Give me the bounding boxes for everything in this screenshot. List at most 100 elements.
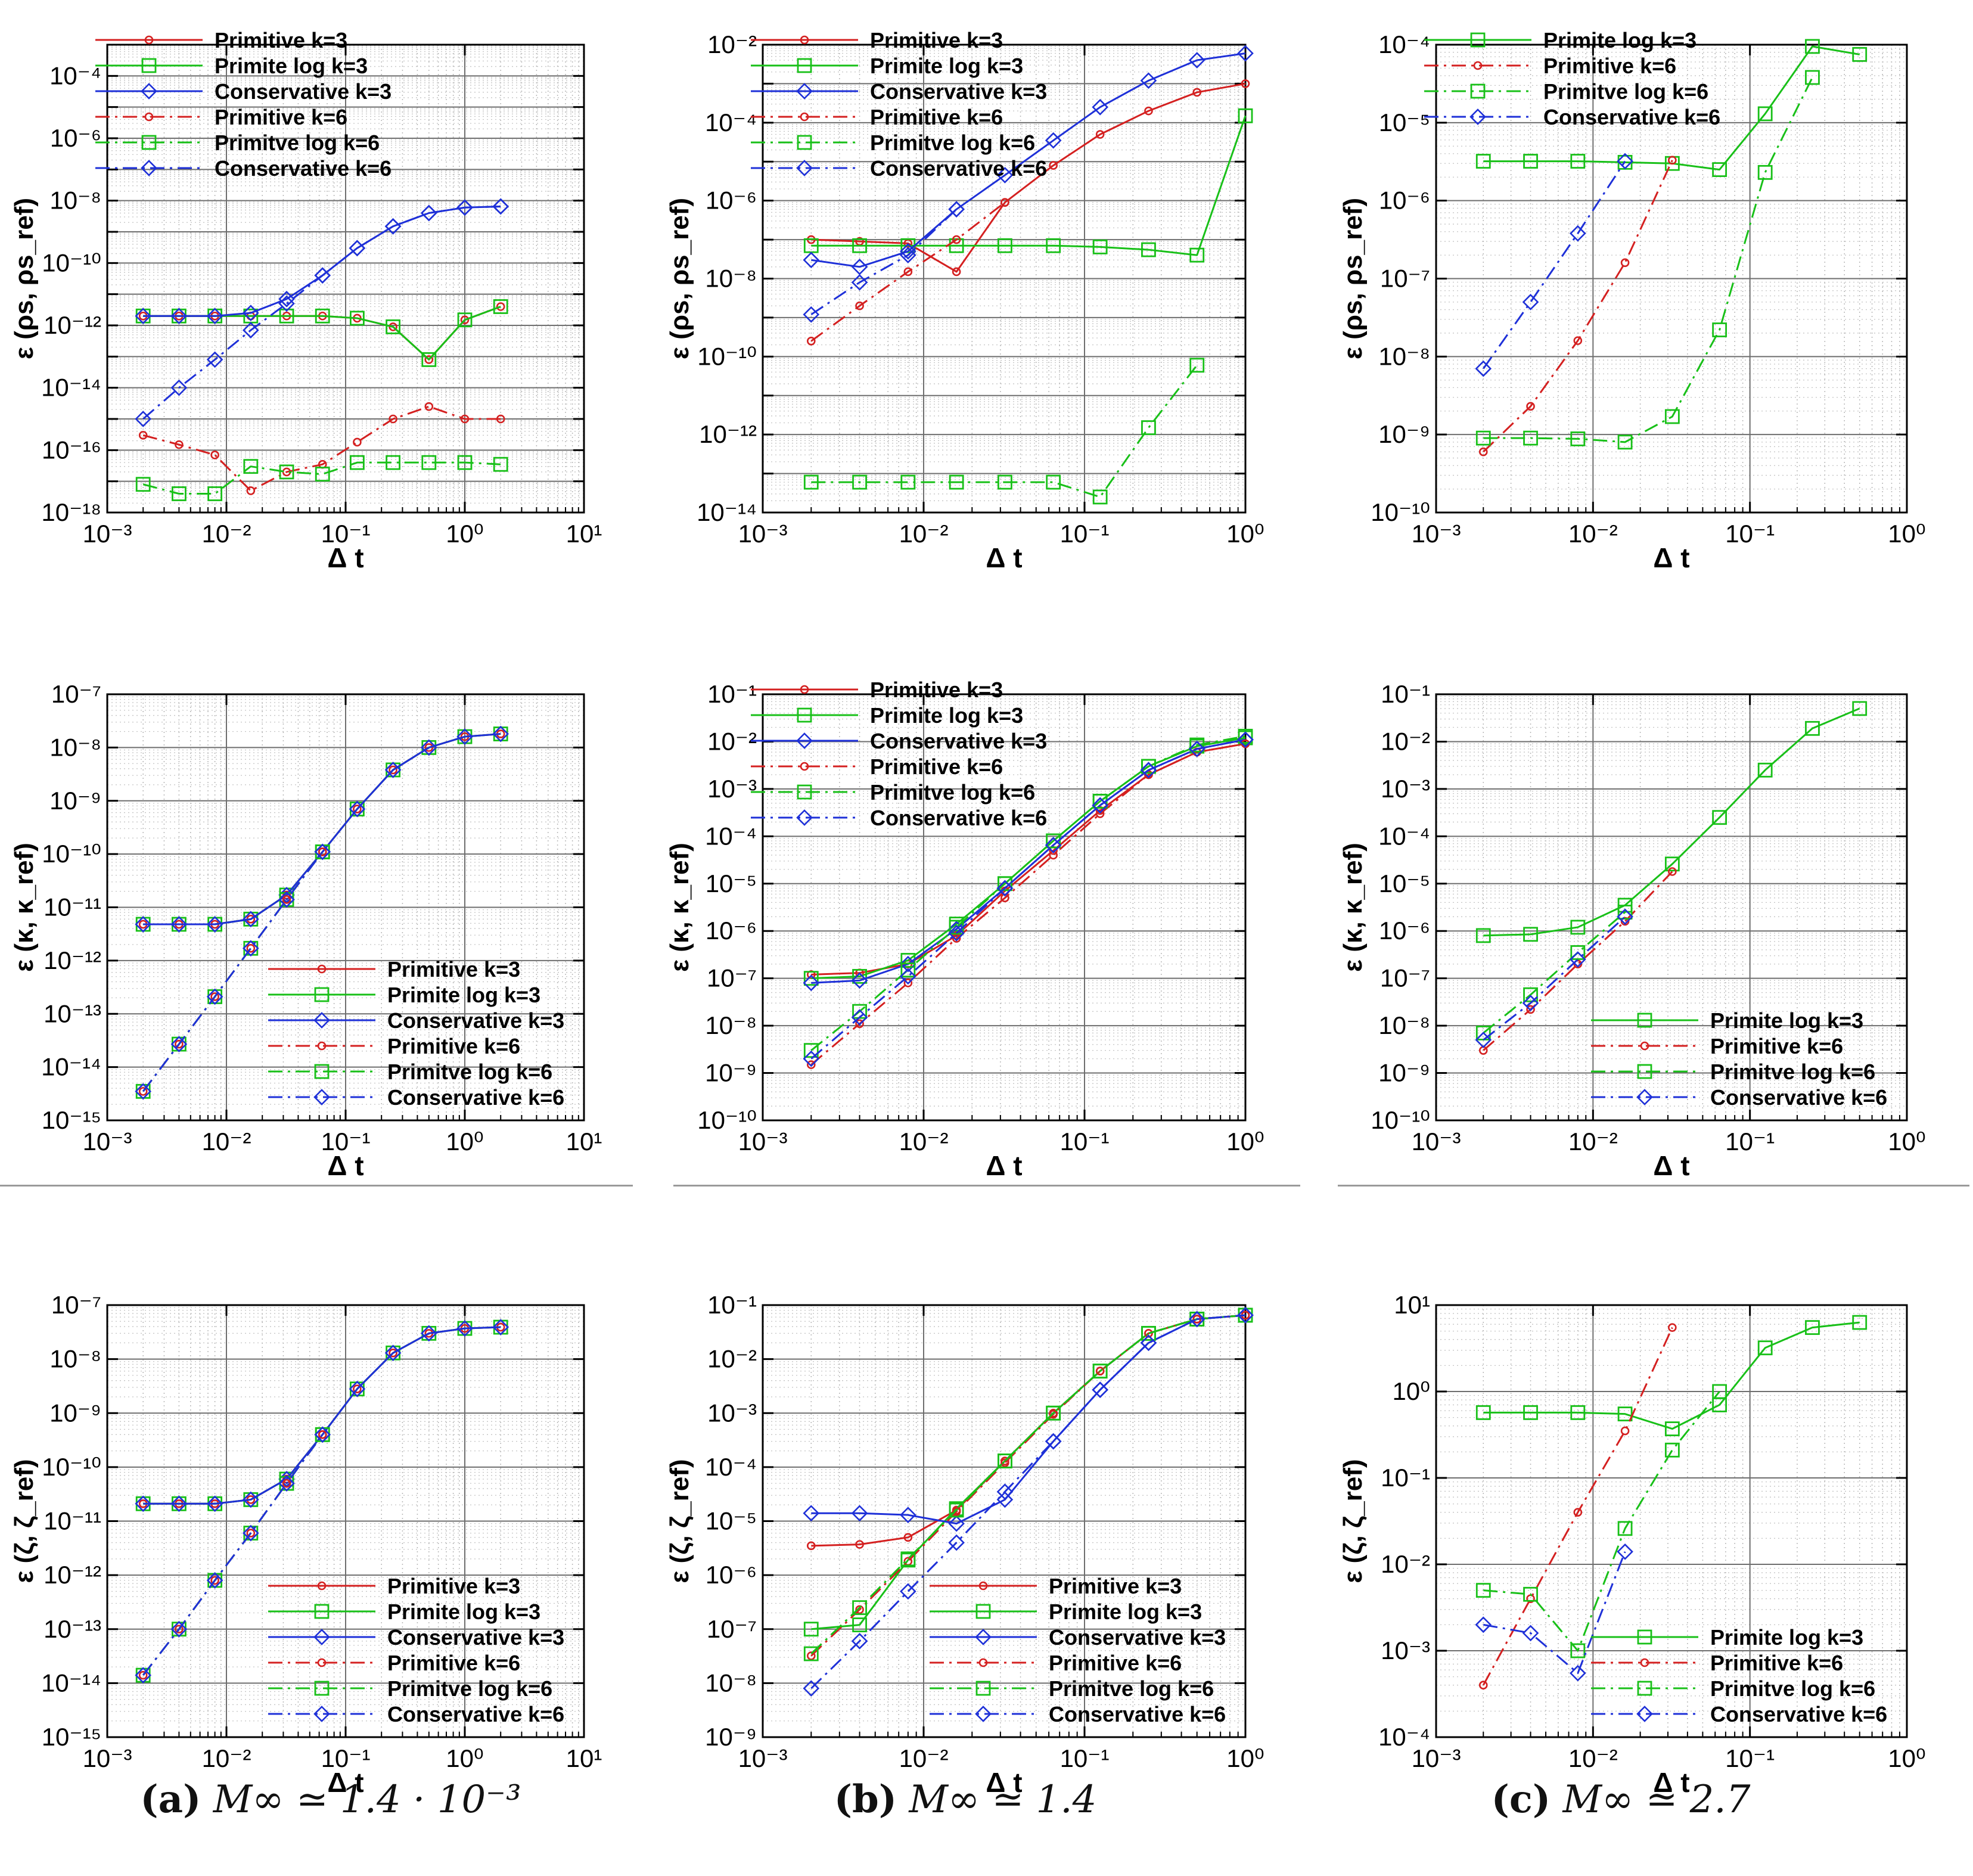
y-tick-label: 10⁻¹⁴ bbox=[41, 1669, 101, 1697]
data-point-circle bbox=[806, 1060, 816, 1069]
legend-entry-label: Conservative k=3 bbox=[870, 79, 1047, 104]
x-tick-label: 10⁻² bbox=[202, 1744, 251, 1772]
x-tick-label: 10⁰ bbox=[1888, 1128, 1926, 1156]
data-point-circle bbox=[1192, 88, 1202, 97]
data-point-circle bbox=[1095, 130, 1105, 139]
legend-marker-circle bbox=[317, 1581, 327, 1591]
x-tick-label: 10⁰ bbox=[1888, 1744, 1926, 1772]
data-point-diamond bbox=[899, 243, 916, 260]
data-point-square bbox=[1189, 358, 1205, 373]
series-line bbox=[1482, 1327, 1673, 1686]
y-tick-label: 10⁻¹³ bbox=[44, 1615, 101, 1643]
legend-entry-label: Primitive k=6 bbox=[387, 1034, 520, 1058]
data-point-square bbox=[1523, 927, 1538, 942]
data-point-circle bbox=[460, 414, 470, 424]
y-tick-label: 10⁻¹⁶ bbox=[42, 436, 101, 464]
data-point-square bbox=[457, 312, 473, 328]
data-point-square bbox=[1570, 945, 1586, 960]
data-point-square bbox=[243, 459, 259, 474]
data-point-square bbox=[172, 486, 187, 501]
data-point-diamond bbox=[1092, 797, 1109, 814]
data-point-diamond bbox=[1237, 731, 1254, 748]
legend-marker-circle bbox=[978, 1581, 988, 1591]
data-point-square bbox=[852, 968, 867, 984]
series-line bbox=[810, 1314, 1246, 1655]
data-point-square bbox=[803, 1646, 819, 1661]
data-point-square bbox=[493, 299, 508, 314]
y-tick-label: 10⁻⁶ bbox=[706, 187, 757, 215]
chart-c2: 10⁻³ 10⁻² 10⁻¹ 10⁰ 10⁻¹⁰ 10⁻⁹ 10⁻⁸ 10⁻⁷ 10⁻⁶ 10⁻⁵… bbox=[1338, 680, 1926, 1181]
data-point-square bbox=[1712, 322, 1727, 337]
legend-marker-square bbox=[1637, 1681, 1652, 1696]
data-point-circle bbox=[903, 267, 913, 277]
series-line bbox=[1483, 911, 1626, 1034]
data-point-circle bbox=[1478, 447, 1488, 456]
data-point-diamond bbox=[1045, 1433, 1062, 1450]
data-point-diamond bbox=[170, 1620, 188, 1638]
legend-marker-diamond bbox=[1636, 1706, 1653, 1722]
data-point-square bbox=[852, 1600, 867, 1616]
data-point-diamond bbox=[948, 1515, 965, 1532]
legend-marker-diamond bbox=[313, 1706, 330, 1722]
y-tick-label: 10⁻⁴ bbox=[1378, 1723, 1430, 1751]
y-tick-label: 10⁻¹⁰ bbox=[42, 249, 101, 277]
data-point-diamond bbox=[135, 308, 152, 325]
legend-marker-circle bbox=[800, 35, 809, 45]
x-tick-label: 10⁻³ bbox=[738, 1128, 788, 1156]
legend-marker-diamond bbox=[141, 160, 157, 176]
y-tick-label: 10⁻⁷ bbox=[707, 964, 757, 992]
y-tick-label: 10⁻⁹ bbox=[1378, 1059, 1430, 1087]
series-layer bbox=[1475, 39, 1868, 456]
y-tick-label: 10⁻⁹ bbox=[49, 1399, 101, 1427]
chart-b2: 10⁻³ 10⁻² 10⁻¹ 10⁰ 10⁻¹⁰ 10⁻⁹ 10⁻⁸ 10⁻⁷ 10⁻⁶ 10⁻⁵… bbox=[665, 678, 1264, 1181]
legend-entry-label: Primitive k=6 bbox=[870, 754, 1003, 779]
data-point-square bbox=[1664, 409, 1680, 424]
caption-a: (a) M∞ ≃ 1.4 · 10⁻³ bbox=[33, 1781, 629, 1819]
y-tick-label: 10⁻⁸ bbox=[49, 733, 101, 761]
data-point-diamond bbox=[851, 1009, 868, 1026]
legend-marker-circle bbox=[317, 964, 327, 974]
legend-marker-square bbox=[314, 1681, 330, 1696]
data-point-square bbox=[900, 962, 916, 978]
x-tick-label: 10⁰ bbox=[1226, 520, 1264, 548]
data-point-diamond bbox=[851, 1633, 868, 1650]
series-line bbox=[810, 1314, 1246, 1689]
x-tick-label: 10⁻³ bbox=[738, 1744, 788, 1772]
caption-b-letter: (b) bbox=[834, 1777, 897, 1822]
data-point-diamond bbox=[899, 968, 916, 985]
data-point-diamond bbox=[384, 762, 402, 778]
y-tick-label: 10⁻⁸ bbox=[1378, 1011, 1430, 1039]
data-point-diamond bbox=[1045, 132, 1062, 149]
series-line bbox=[810, 743, 1246, 1066]
y-tick-label: 10⁻² bbox=[1381, 727, 1430, 755]
data-point-circle bbox=[389, 765, 397, 775]
data-point-diamond bbox=[851, 258, 868, 275]
x-tick-label: 10⁻¹ bbox=[1725, 520, 1775, 548]
legend-entry-label: Conservative k=6 bbox=[1710, 1085, 1887, 1110]
series-layer bbox=[1475, 701, 1868, 1055]
data-point-circle bbox=[1620, 1426, 1630, 1436]
series-line bbox=[143, 733, 501, 925]
data-point-diamond bbox=[996, 880, 1014, 897]
legend-marker-circle bbox=[317, 1041, 327, 1051]
data-point-diamond bbox=[996, 1491, 1014, 1508]
data-point-square bbox=[949, 1502, 964, 1518]
caption-a-letter: (a) bbox=[140, 1777, 201, 1822]
legend-marker-square bbox=[797, 58, 812, 73]
data-point-square bbox=[1570, 1405, 1586, 1420]
data-point-diamond bbox=[420, 739, 437, 756]
legend-marker-square bbox=[1470, 83, 1486, 99]
data-point-square bbox=[949, 474, 964, 490]
y-axis-label: ε (ρs, ρs_ref) bbox=[1338, 198, 1368, 359]
series-line bbox=[143, 1326, 501, 1505]
legend-marker-diamond bbox=[796, 732, 813, 749]
data-point-square bbox=[386, 319, 400, 334]
x-tick-label: 10⁻¹ bbox=[321, 1128, 371, 1156]
x-axis-label: Δ t bbox=[327, 1150, 363, 1181]
legend-entry-label: Primitive k=3 bbox=[870, 28, 1003, 52]
data-point-circle bbox=[1668, 1323, 1677, 1332]
series-line bbox=[811, 52, 1246, 268]
x-tick-label: 10¹ bbox=[566, 1744, 602, 1772]
legend-marker-square bbox=[975, 1604, 991, 1619]
